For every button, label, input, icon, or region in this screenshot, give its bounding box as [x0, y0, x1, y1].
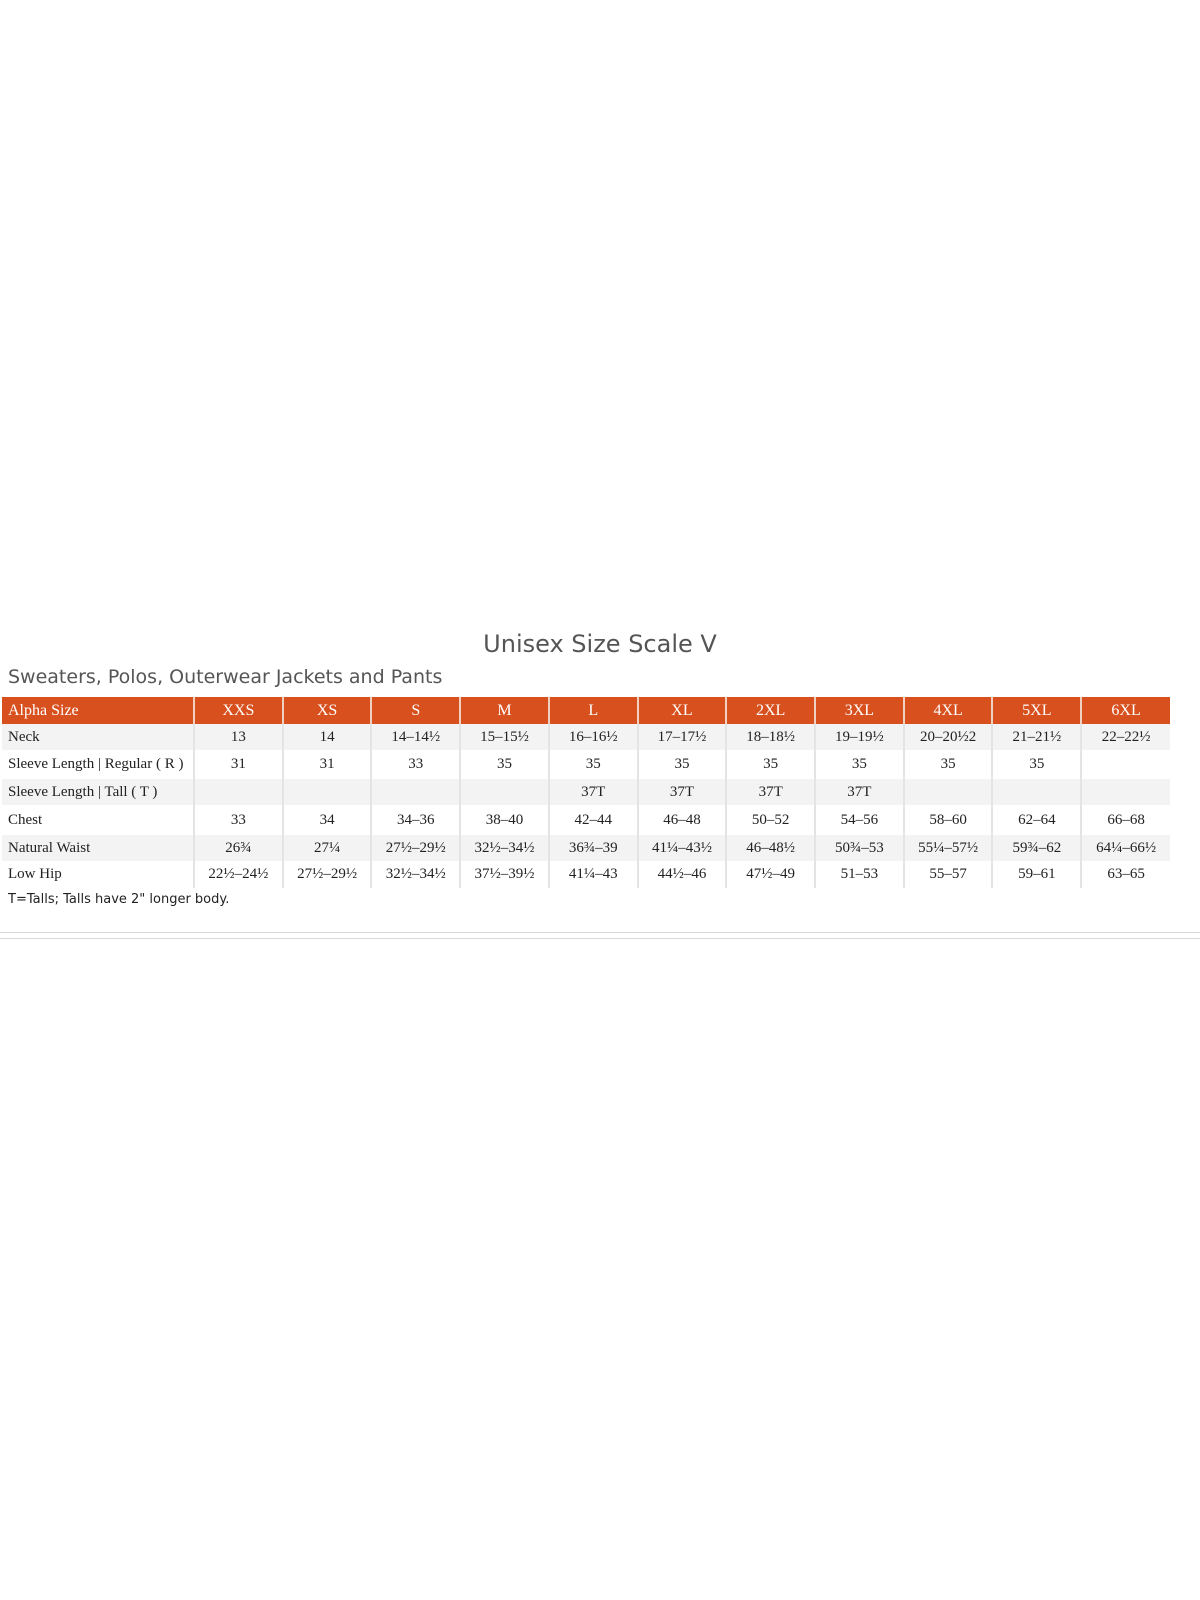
table-cell: 22½–24½	[193, 861, 283, 888]
row-label: Neck	[2, 724, 194, 750]
size-header: XXS	[193, 697, 283, 724]
table-cell: 37½–39½	[459, 861, 549, 888]
table-cell: 62–64	[991, 805, 1082, 835]
table-row: Sleeve Length | Regular ( R ) 31 31 33 35 35 3…	[2, 750, 1170, 779]
table-cell: 50¾–53	[814, 835, 904, 861]
header-label: Alpha Size	[2, 697, 194, 724]
size-header: M	[459, 697, 549, 724]
table-cell: 21–21½	[991, 724, 1082, 750]
header-row: Alpha Size XXS XS S M L XL 2XL 3XL 4XL 5XL 6XL	[2, 697, 1170, 724]
table-cell: 35	[636, 750, 727, 779]
size-header: 5XL	[991, 697, 1082, 724]
table-cell: 42–44	[547, 805, 638, 835]
table-cell: 46–48	[636, 805, 727, 835]
table-cell: 58–60	[902, 805, 993, 835]
size-header: S	[370, 697, 461, 724]
table-cell: 54–56	[814, 805, 904, 835]
table-cell: 22–22½	[1080, 724, 1170, 750]
table-cell: 35	[902, 750, 993, 779]
table-cell: 34	[281, 805, 372, 835]
table-cell	[281, 779, 372, 805]
size-header: 3XL	[814, 697, 904, 724]
table-cell: 51–53	[814, 861, 904, 888]
table-cell: 35	[991, 750, 1082, 779]
table-cell	[370, 779, 461, 805]
table-cell: 37T	[725, 779, 816, 805]
table-cell	[193, 779, 283, 805]
table-cell: 37T	[636, 779, 727, 805]
table-cell: 20–20½2	[902, 724, 993, 750]
table-cell: 55¼–57½	[902, 835, 993, 861]
table-cell: 15–15½	[459, 724, 549, 750]
table-cell: 17–17½	[636, 724, 727, 750]
chart-subtitle: Sweaters, Polos, Outerwear Jackets and P…	[8, 666, 443, 688]
table-cell: 63–65	[1080, 861, 1170, 888]
size-header: 6XL	[1080, 697, 1170, 724]
table-row: Neck 13 14 14–14½ 15–15½ 16–16½ 17–17½ 18–18½ 19…	[2, 724, 1170, 750]
table-cell: 35	[814, 750, 904, 779]
row-label: Sleeve Length | Regular ( R )	[8, 756, 184, 772]
table-cell: 59–61	[991, 861, 1082, 888]
table-cell: 14–14½	[370, 724, 461, 750]
table-cell: 37T	[814, 779, 904, 805]
table-cell: 37T	[547, 779, 638, 805]
table-cell: 41¼–43½	[636, 835, 727, 861]
table-cell	[991, 779, 1082, 805]
table-cell: 27¼	[281, 835, 372, 861]
size-header: XL	[636, 697, 727, 724]
table-cell: 32½–34½	[370, 861, 461, 888]
row-label: Sleeve Length | Tall ( T )	[2, 779, 194, 805]
table-cell: 34–36	[370, 805, 461, 835]
table-cell: 66–68	[1080, 805, 1170, 835]
table-cell: 19–19½	[814, 724, 904, 750]
table-cell: 35	[459, 750, 549, 779]
table-cell: 44½–46	[636, 861, 727, 888]
row-label: Natural Waist	[2, 835, 194, 861]
size-header: XS	[281, 697, 372, 724]
table-row: Sleeve Length | Tall ( T ) 37T 37T 37T 37T	[2, 779, 1170, 805]
table-cell: 38–40	[459, 805, 549, 835]
table-cell: 35	[725, 750, 816, 779]
size-header: 2XL	[725, 697, 816, 724]
table-cell: 46–48½	[725, 835, 816, 861]
divider	[0, 932, 1200, 933]
table-cell: 16–16½	[547, 724, 638, 750]
table-cell: 41¼–43	[547, 861, 638, 888]
table-cell: 26¾	[193, 835, 283, 861]
table-cell	[1080, 779, 1170, 805]
table-cell	[902, 779, 993, 805]
row-label: Chest	[8, 811, 43, 828]
table-cell: 33	[370, 750, 461, 779]
table-cell: 50–52	[725, 805, 816, 835]
table-cell: 32½–34½	[459, 835, 549, 861]
table-cell	[1080, 750, 1170, 779]
table-row: Low Hip 22½–24½ 27½–29½ 32½–34½ 37½–39½ 41¼–4…	[2, 861, 1170, 888]
table-cell: 36¾–39	[547, 835, 638, 861]
table-cell: 14	[281, 724, 372, 750]
table-cell: 64¼–66½	[1080, 835, 1170, 861]
table-cell: 35	[547, 750, 638, 779]
table-cell: 31	[193, 750, 283, 779]
table-cell: 13	[193, 724, 283, 750]
size-header: L	[547, 697, 638, 724]
table-cell: 47½–49	[725, 861, 816, 888]
table-row: Chest 33 34 34–36 38–40 42–44 46–48 50–52 54–56 5…	[2, 805, 1170, 835]
table-cell: 55–57	[902, 861, 993, 888]
footnote: T=Talls; Talls have 2" longer body.	[8, 892, 230, 907]
row-label: Low Hip	[8, 866, 62, 882]
table-cell: 59¾–62	[991, 835, 1082, 861]
divider	[0, 938, 1200, 939]
table-cell: 31	[281, 750, 372, 779]
table-cell: 27½–29½	[370, 835, 461, 861]
size-header: 4XL	[902, 697, 993, 724]
size-table: Alpha Size XXS XS S M L XL 2XL 3XL 4XL 5XL 6XL Neck…	[2, 697, 1170, 888]
chart-title: Unisex Size Scale V	[483, 630, 717, 658]
table-cell: 18–18½	[725, 724, 816, 750]
table-cell	[459, 779, 549, 805]
table-cell: 33	[193, 805, 283, 835]
table-cell: 27½–29½	[281, 861, 372, 888]
table-row: Natural Waist 26¾ 27¼ 27½–29½ 32½–34½ 36¾–39 4…	[2, 835, 1170, 861]
